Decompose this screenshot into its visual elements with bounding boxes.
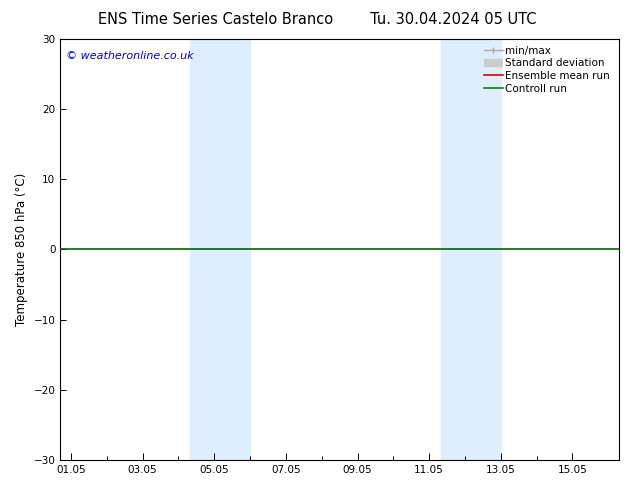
Bar [441, 39, 501, 460]
Legend: min/max, Standard deviation, Ensemble mean run, Controll run: min/max, Standard deviation, Ensemble me… [482, 44, 614, 96]
Text: ENS Time Series Castelo Branco        Tu. 30.04.2024 05 UTC: ENS Time Series Castelo Branco Tu. 30.04… [98, 12, 536, 27]
Bar [190, 39, 250, 460]
Text: © weatheronline.co.uk: © weatheronline.co.uk [66, 51, 193, 61]
Y-axis label: Temperature 850 hPa (°C): Temperature 850 hPa (°C) [15, 173, 28, 326]
